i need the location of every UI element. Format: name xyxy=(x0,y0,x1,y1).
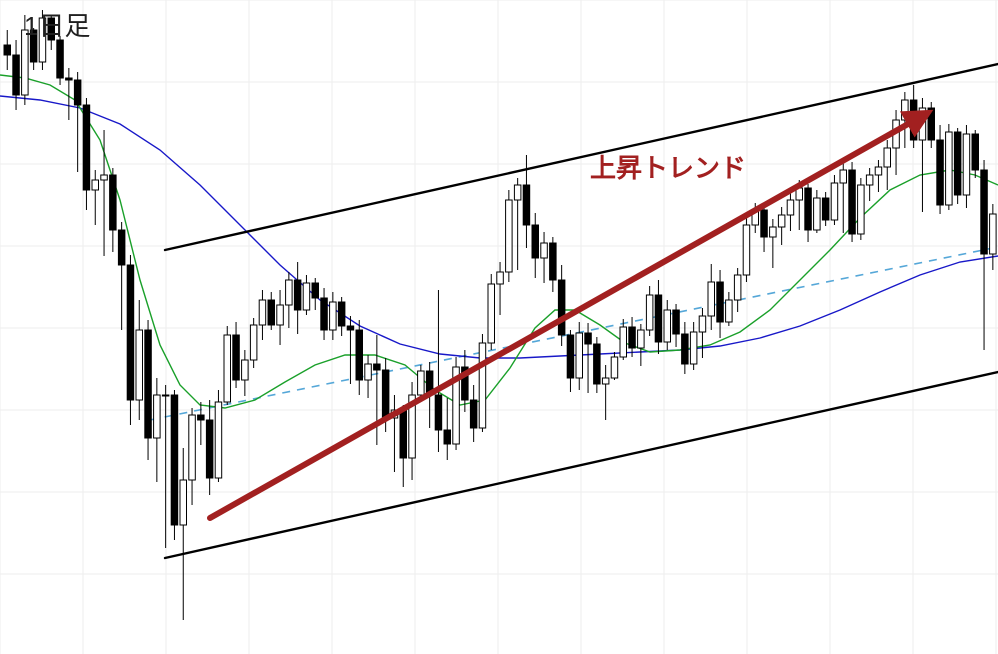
trend-annotation: 上昇トレンド xyxy=(590,148,746,185)
candlestick-chart: 1日足 上昇トレンド xyxy=(0,0,998,654)
chart-canvas xyxy=(0,0,998,654)
chart-title: 1日足 xyxy=(24,6,90,43)
